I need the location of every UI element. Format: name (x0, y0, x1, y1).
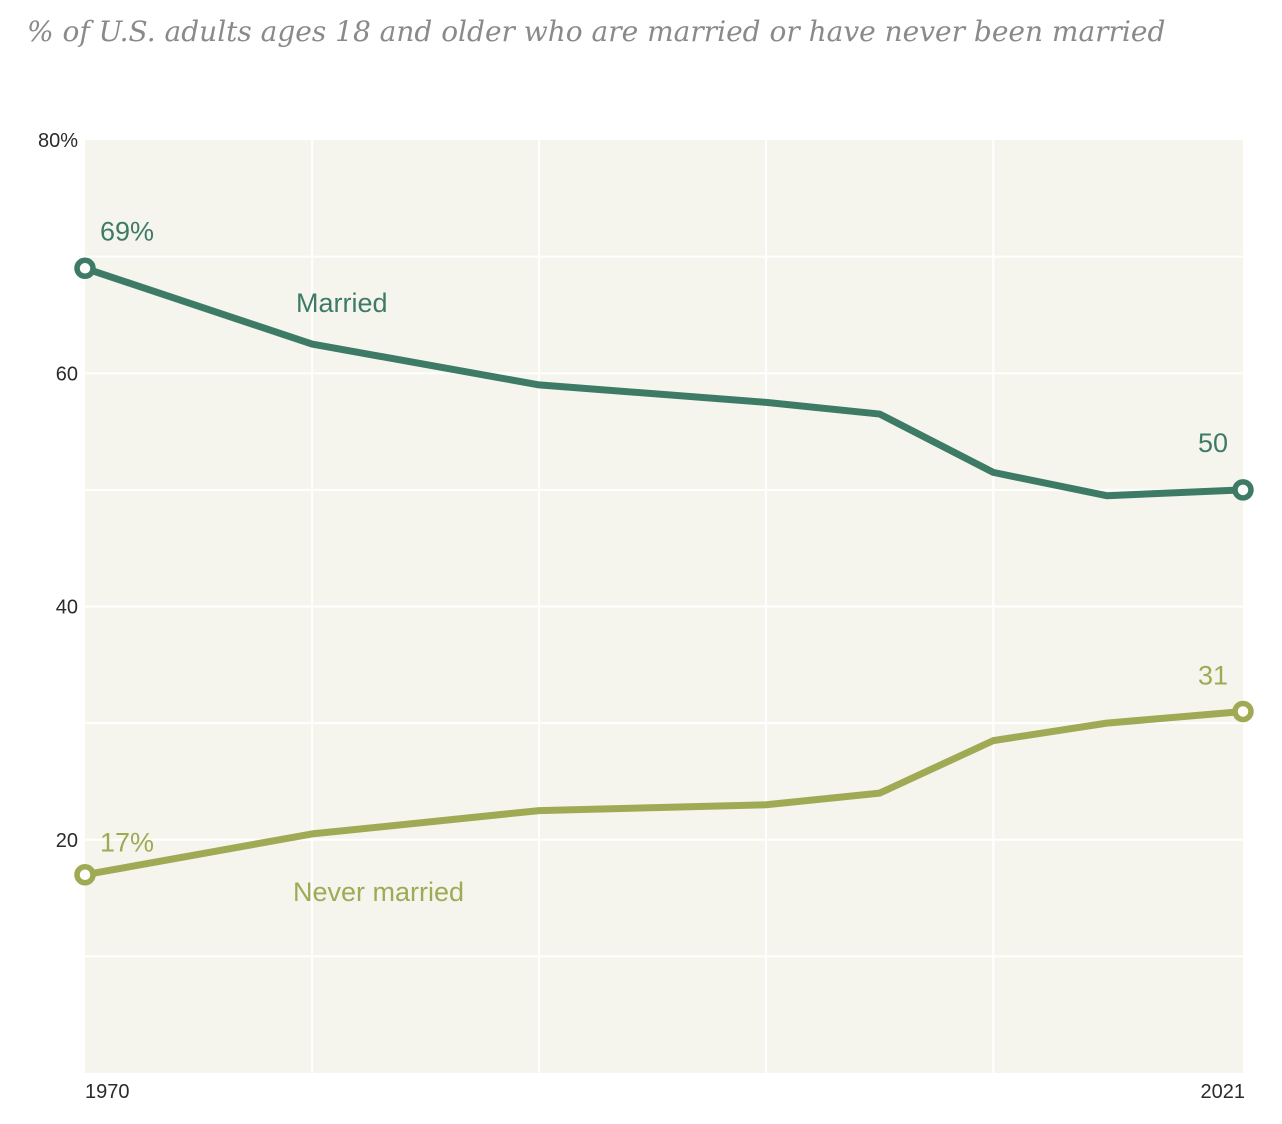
label-married-series-name: Married (296, 288, 388, 318)
line-married (83, 264, 1244, 500)
point-married-last (1232, 479, 1254, 501)
point-married-first (74, 257, 96, 280)
label-married-last-value: 50 (1198, 428, 1228, 458)
label-married-first-value: 69% (100, 216, 154, 246)
y-tick-label-20: 20 (56, 830, 78, 852)
x-tick-label-1970: 1970 (85, 1081, 130, 1103)
y-tick-label-80: 80% (38, 130, 78, 152)
point-never-married-first (74, 863, 96, 886)
y-tick-label-60: 60 (56, 363, 78, 385)
x-tick-label-2021: 2021 (1201, 1081, 1246, 1103)
label-never-married-first-value: 17% (100, 828, 154, 858)
label-never-married-last-value: 31 (1198, 660, 1228, 690)
label-never-married-series-name: Never married (293, 877, 464, 907)
line-never-married (84, 707, 1244, 879)
y-tick-label-40: 40 (56, 597, 78, 619)
point-never-married-last (1232, 700, 1254, 723)
chart-title: % of U.S. adults ages 18 and older who a… (27, 15, 1166, 48)
